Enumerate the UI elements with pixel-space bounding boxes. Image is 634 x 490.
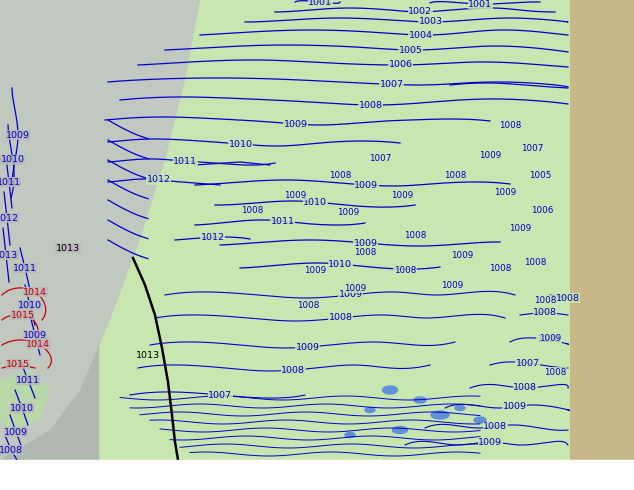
Bar (570, 0, 634, 460)
Text: 1009: 1009 (503, 402, 527, 411)
Ellipse shape (345, 433, 355, 438)
Text: 1009: 1009 (354, 239, 377, 247)
Text: 1009: 1009 (23, 330, 47, 340)
Text: 1010: 1010 (328, 260, 353, 269)
Text: 1005: 1005 (399, 46, 423, 54)
Text: 1007: 1007 (209, 391, 232, 399)
Text: 1006: 1006 (389, 60, 413, 70)
Text: 1009: 1009 (391, 191, 413, 199)
Text: 1009: 1009 (344, 284, 366, 293)
Text: 1010: 1010 (10, 403, 34, 413)
Text: 1009: 1009 (478, 438, 502, 446)
Text: 1004: 1004 (408, 30, 432, 40)
Text: 1008: 1008 (534, 295, 556, 304)
Text: 1008: 1008 (556, 294, 580, 302)
Text: 1008: 1008 (544, 368, 566, 376)
Text: 1008: 1008 (444, 171, 466, 179)
Ellipse shape (365, 408, 375, 413)
Text: 1013: 1013 (136, 350, 160, 360)
Text: 1013: 1013 (56, 244, 80, 252)
Text: Su 09-06-2024 12:00 UTC (18+42): Su 09-06-2024 12:00 UTC (18+42) (381, 468, 629, 482)
Text: 1010: 1010 (303, 197, 327, 207)
Bar (0, 0, 98, 460)
Text: 1009: 1009 (441, 280, 463, 290)
Text: 1008: 1008 (281, 366, 306, 374)
Text: 1001: 1001 (308, 0, 332, 6)
Text: 1014: 1014 (26, 340, 50, 348)
Polygon shape (0, 370, 50, 430)
Text: 1008: 1008 (354, 247, 376, 256)
Text: 1009: 1009 (509, 223, 531, 232)
Text: 1001: 1001 (468, 0, 492, 8)
Text: 1009: 1009 (337, 207, 359, 217)
Text: 1008: 1008 (241, 205, 263, 215)
Text: 1009: 1009 (296, 343, 320, 351)
Ellipse shape (455, 406, 465, 411)
Ellipse shape (392, 426, 408, 434)
Text: 1008: 1008 (329, 171, 351, 179)
Text: 1012: 1012 (147, 175, 171, 184)
Ellipse shape (382, 386, 398, 394)
Text: 1007: 1007 (515, 359, 540, 368)
Text: 1009: 1009 (283, 120, 307, 128)
Text: Surface pressure [hPa] ICON-D2: Surface pressure [hPa] ICON-D2 (5, 468, 245, 482)
Text: 1009: 1009 (284, 191, 306, 199)
Text: 1008: 1008 (499, 121, 521, 129)
Text: 1005: 1005 (529, 171, 551, 179)
Text: 1009: 1009 (539, 334, 561, 343)
Text: 1010: 1010 (1, 155, 25, 165)
Text: 1013: 1013 (0, 250, 18, 260)
Text: 1011: 1011 (173, 156, 197, 166)
Text: 1015: 1015 (6, 360, 30, 368)
Polygon shape (0, 0, 95, 460)
Text: 1007: 1007 (369, 153, 391, 163)
Ellipse shape (474, 417, 486, 423)
Text: 1012: 1012 (200, 233, 224, 242)
Text: 1011: 1011 (271, 217, 295, 226)
Text: 1002: 1002 (408, 7, 432, 17)
Text: 1011: 1011 (13, 264, 37, 272)
Text: 1008: 1008 (394, 266, 416, 274)
Text: 1003: 1003 (418, 18, 443, 26)
Text: 1015: 1015 (11, 311, 35, 320)
Text: 1008: 1008 (489, 264, 511, 272)
Text: 1009: 1009 (4, 427, 28, 437)
Text: 1008: 1008 (513, 384, 537, 392)
Text: 1009: 1009 (304, 266, 326, 274)
Text: 1008: 1008 (404, 230, 426, 240)
Text: 1007: 1007 (521, 144, 543, 152)
Text: 1011: 1011 (16, 375, 40, 385)
Text: 1014: 1014 (23, 288, 47, 296)
Text: 1010: 1010 (18, 300, 42, 310)
Polygon shape (95, 0, 570, 460)
Text: 1009: 1009 (339, 291, 363, 299)
Text: 1009: 1009 (479, 150, 501, 160)
Text: 1009: 1009 (494, 188, 516, 196)
Text: 1008: 1008 (533, 308, 557, 317)
Text: 1009: 1009 (6, 131, 30, 140)
Text: 1011: 1011 (0, 177, 21, 187)
Text: 1012: 1012 (0, 214, 19, 222)
Text: 1006: 1006 (531, 205, 553, 215)
Text: 1008: 1008 (328, 314, 353, 322)
Text: 1008: 1008 (524, 258, 546, 267)
Ellipse shape (431, 411, 449, 419)
Text: 1009: 1009 (451, 250, 473, 260)
Text: 1009: 1009 (354, 180, 378, 190)
Polygon shape (0, 0, 200, 460)
Text: 1008: 1008 (297, 300, 319, 310)
Text: 1008: 1008 (483, 422, 507, 431)
Text: 1008: 1008 (359, 100, 383, 109)
Text: 1010: 1010 (228, 140, 252, 148)
Text: 1008: 1008 (0, 445, 23, 455)
Text: 1007: 1007 (380, 80, 404, 89)
Ellipse shape (414, 397, 426, 403)
Text: 1008: 1008 (537, 335, 560, 344)
